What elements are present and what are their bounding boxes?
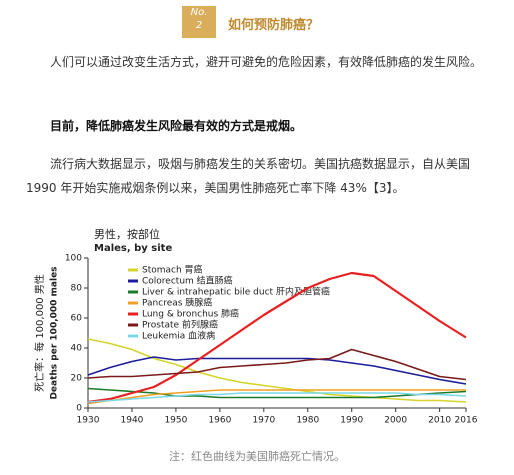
series-line bbox=[87, 387, 467, 399]
x-tick-label: 2000 bbox=[384, 416, 407, 426]
badge-label: No. bbox=[190, 7, 208, 18]
x-tick-label: 1940 bbox=[121, 416, 144, 426]
chart-subtitle: Males, by site bbox=[94, 243, 172, 254]
y-tick-label: 40 bbox=[71, 344, 83, 354]
paragraph: 人们可以通过改变生活方式，避开可避免的危险因素，有效降低肺癌的发生风险。 bbox=[50, 55, 483, 69]
series-line bbox=[87, 392, 467, 403]
legend-label: Pancreas 胰腺癌 bbox=[142, 297, 212, 309]
legend-label: Leukemia 血液病 bbox=[142, 330, 215, 342]
chart: 男性，按部位 Males, by site 死亡率：每 100,000 男性 D… bbox=[33, 227, 478, 426]
legend-label: Prostate 前列腺癌 bbox=[142, 319, 218, 331]
legend-label: Lung & bronchus 肺癌 bbox=[142, 308, 239, 320]
y-tick-label: 20 bbox=[71, 374, 83, 384]
legend-label: Stomach 胃癌 bbox=[142, 264, 203, 276]
badge-number: 2 bbox=[195, 20, 203, 31]
y-axis-label-en: Deaths per 100,000 males bbox=[50, 266, 60, 399]
series-line bbox=[87, 271, 467, 404]
legend-label: Liver & intrahepatic bile duct 肝内及胆管癌 bbox=[142, 286, 330, 298]
x-tick-label: 1990 bbox=[340, 416, 363, 426]
x-tick-label: 1970 bbox=[252, 416, 275, 426]
series-line bbox=[87, 356, 467, 385]
y-tick-label: 0 bbox=[76, 404, 82, 414]
x-tick-label: 2016 bbox=[455, 416, 478, 426]
x-tick-label: 1980 bbox=[296, 416, 319, 426]
legend-label: Colorectum 结直肠癌 bbox=[142, 275, 233, 287]
section-title: 如何预防肺癌？ bbox=[228, 18, 320, 33]
paragraph-bold: 目前，降低肺癌发生风险最有效的方式是戒烟。 bbox=[50, 119, 303, 133]
series-line bbox=[87, 389, 466, 405]
chart-title: 男性，按部位 bbox=[94, 227, 160, 241]
badge: No. 2 bbox=[182, 6, 216, 38]
paragraph: 流行病大数据显示，吸烟与肺癌发生的关系密切。美国抗癌数据显示，自从美国 1990… bbox=[26, 157, 471, 195]
caption: 注：红色曲线为美国肺癌死亡情况。 bbox=[169, 450, 345, 463]
y-tick-label: 60 bbox=[71, 314, 83, 324]
y-tick-label: 100 bbox=[65, 254, 82, 264]
series-line bbox=[87, 348, 467, 381]
x-tick-label: 1930 bbox=[77, 416, 100, 426]
x-tick-label: 1950 bbox=[164, 416, 187, 426]
y-axis-label: 死亡率：每 100,000 男性 bbox=[33, 274, 46, 392]
x-tick-label: 2010 bbox=[428, 416, 451, 426]
y-tick-label: 80 bbox=[71, 284, 83, 294]
x-tick-label: 1960 bbox=[208, 416, 231, 426]
